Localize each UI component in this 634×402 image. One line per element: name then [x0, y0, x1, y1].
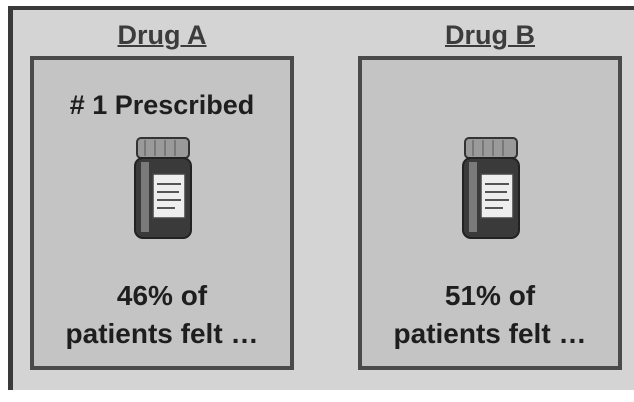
card: # 1 Prescribed 46% of patients felt …	[30, 56, 294, 370]
bottle-icon	[459, 136, 523, 242]
bottle-icon	[131, 136, 195, 242]
result-text: 46% of	[34, 280, 290, 312]
badge: # 1 Prescribed	[34, 90, 290, 121]
page: Drug A # 1 Prescribed 46% of patients felt …	[0, 0, 634, 402]
card-label: Drug B	[358, 20, 622, 51]
card-label: Drug A	[30, 20, 294, 51]
result-text: patients felt …	[34, 318, 290, 350]
card: 51% of patients felt …	[358, 56, 622, 370]
result-text: patients felt …	[362, 318, 618, 350]
result-text: 51% of	[362, 280, 618, 312]
